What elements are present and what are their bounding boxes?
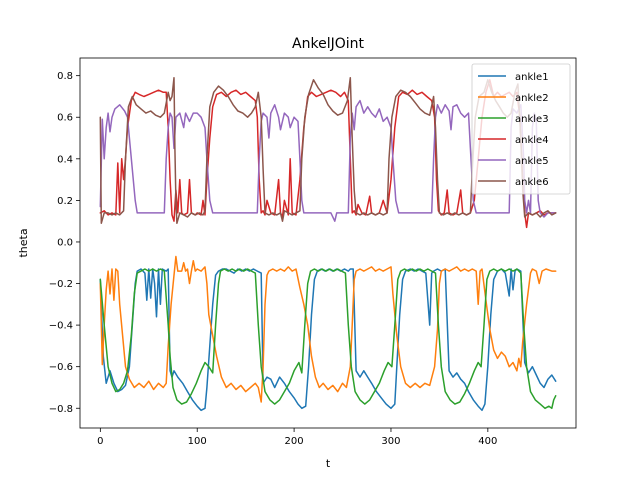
y-tick-label: 0.6 [57,113,73,124]
chart-title: AnkelJOint [292,36,364,52]
legend-label-ankle2: ankle2 [515,93,549,104]
x-tick-label: 100 [188,436,207,447]
legend-label-ankle3: ankle3 [515,114,549,125]
x-tick-label: 400 [478,436,497,447]
legend-box [471,63,571,195]
plot-frame [79,57,577,429]
y-tick-label: 0.2 [57,196,73,207]
x-axis-label: t [326,457,331,470]
x-tick-label: 300 [381,436,400,447]
y-tick-label: −0.2 [49,279,73,290]
y-tick-label: 0.4 [57,154,73,165]
y-axis: −0.8 −0.6 −0.4 −0.2 0.0 0.2 0.4 0.6 0.8 [49,71,80,415]
x-axis: 0 100 200 300 400 [97,428,497,447]
x-tick-label: 200 [285,436,304,447]
y-tick-label: −0.6 [49,362,73,373]
legend-label-ankle6: ankle6 [515,177,549,188]
series-line-ankle3 [99,268,557,410]
y-tick-label: −0.4 [49,321,73,332]
legend: ankle1 ankle2 ankle3 ankle4 ankle5 ankle6 [471,63,571,195]
y-tick-label: 0.8 [57,71,73,82]
y-tick-label: −0.8 [49,404,73,415]
y-tick-label: 0.0 [57,237,73,248]
y-axis-label: theta [17,228,30,257]
series-line-ankle5 [99,99,557,222]
x-tick-label: 0 [97,436,103,447]
legend-label-ankle1: ankle1 [515,72,549,83]
legend-label-ankle5: ankle5 [515,156,549,167]
legend-label-ankle4: ankle4 [515,135,549,146]
